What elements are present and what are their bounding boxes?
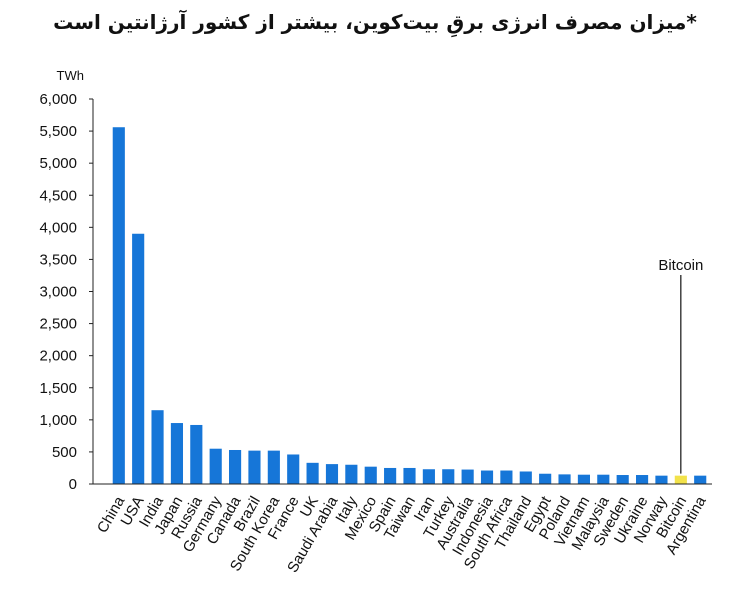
annotation-label: Bitcoin xyxy=(658,257,703,274)
bar-south-korea xyxy=(267,450,280,484)
y-tick-label: 4,000 xyxy=(39,219,77,236)
y-tick-label: 2,500 xyxy=(39,316,77,333)
bar-china xyxy=(112,127,125,484)
bar-malaysia xyxy=(597,474,610,484)
y-tick-label: 500 xyxy=(52,444,77,461)
bar-brazil xyxy=(248,450,261,484)
bar-taiwan xyxy=(403,467,416,484)
y-tick-label: 3,500 xyxy=(39,251,77,268)
y-tick-label: 1,500 xyxy=(39,380,77,397)
bar-norway xyxy=(655,475,668,484)
y-tick-label: 6,000 xyxy=(39,91,77,108)
bar-sweden xyxy=(616,475,629,484)
bar-south-africa xyxy=(500,470,513,484)
bar-france xyxy=(287,454,300,484)
bar-australia xyxy=(461,469,474,484)
bar-india xyxy=(151,410,164,484)
bar-japan xyxy=(170,423,184,484)
bar-ukraine xyxy=(635,475,649,484)
bar-mexico xyxy=(364,466,377,484)
bar-poland xyxy=(558,474,571,484)
y-axis-unit-label: TWh xyxy=(57,68,84,83)
y-tick-label: 0 xyxy=(69,476,77,493)
bar-turkey xyxy=(442,469,455,484)
y-tick-label: 2,000 xyxy=(39,348,77,365)
chart-title: *میزان مصرف انرژی برقِ بیت‌کوین، بیشتر ا… xyxy=(53,10,697,34)
bar-argentina xyxy=(694,475,707,484)
bar-bitcoin xyxy=(674,475,687,484)
y-tick-label: 4,500 xyxy=(39,187,77,204)
bar-iran xyxy=(422,469,435,484)
y-axis: TWh 0 500 1,000 1,500 2,000 2,500 3,000 3,500 4,0… xyxy=(39,68,94,493)
y-tick-label: 5,500 xyxy=(39,123,77,140)
y-tick-label: 3,000 xyxy=(39,284,77,301)
bar-egypt xyxy=(539,473,552,484)
bars xyxy=(112,127,707,484)
y-tick-label: 1,000 xyxy=(39,412,77,429)
bar-spain xyxy=(384,467,397,484)
y-tick-label: 5,000 xyxy=(39,155,77,172)
bar-germany xyxy=(209,448,222,484)
bar-usa xyxy=(132,233,145,484)
bar-vietnam xyxy=(577,474,590,484)
bar-russia xyxy=(190,424,203,484)
bar-uk xyxy=(306,462,319,484)
annotation: Bitcoin xyxy=(658,257,703,474)
bar-indonesia xyxy=(480,470,494,484)
bar-thailand xyxy=(519,471,532,484)
bar-italy xyxy=(345,464,358,484)
bar-saudi-arabia xyxy=(325,464,339,484)
x-axis: ChinaUSAIndiaJapanRussiaGermanyCanadaBra… xyxy=(93,483,712,576)
bar-canada xyxy=(229,449,242,484)
